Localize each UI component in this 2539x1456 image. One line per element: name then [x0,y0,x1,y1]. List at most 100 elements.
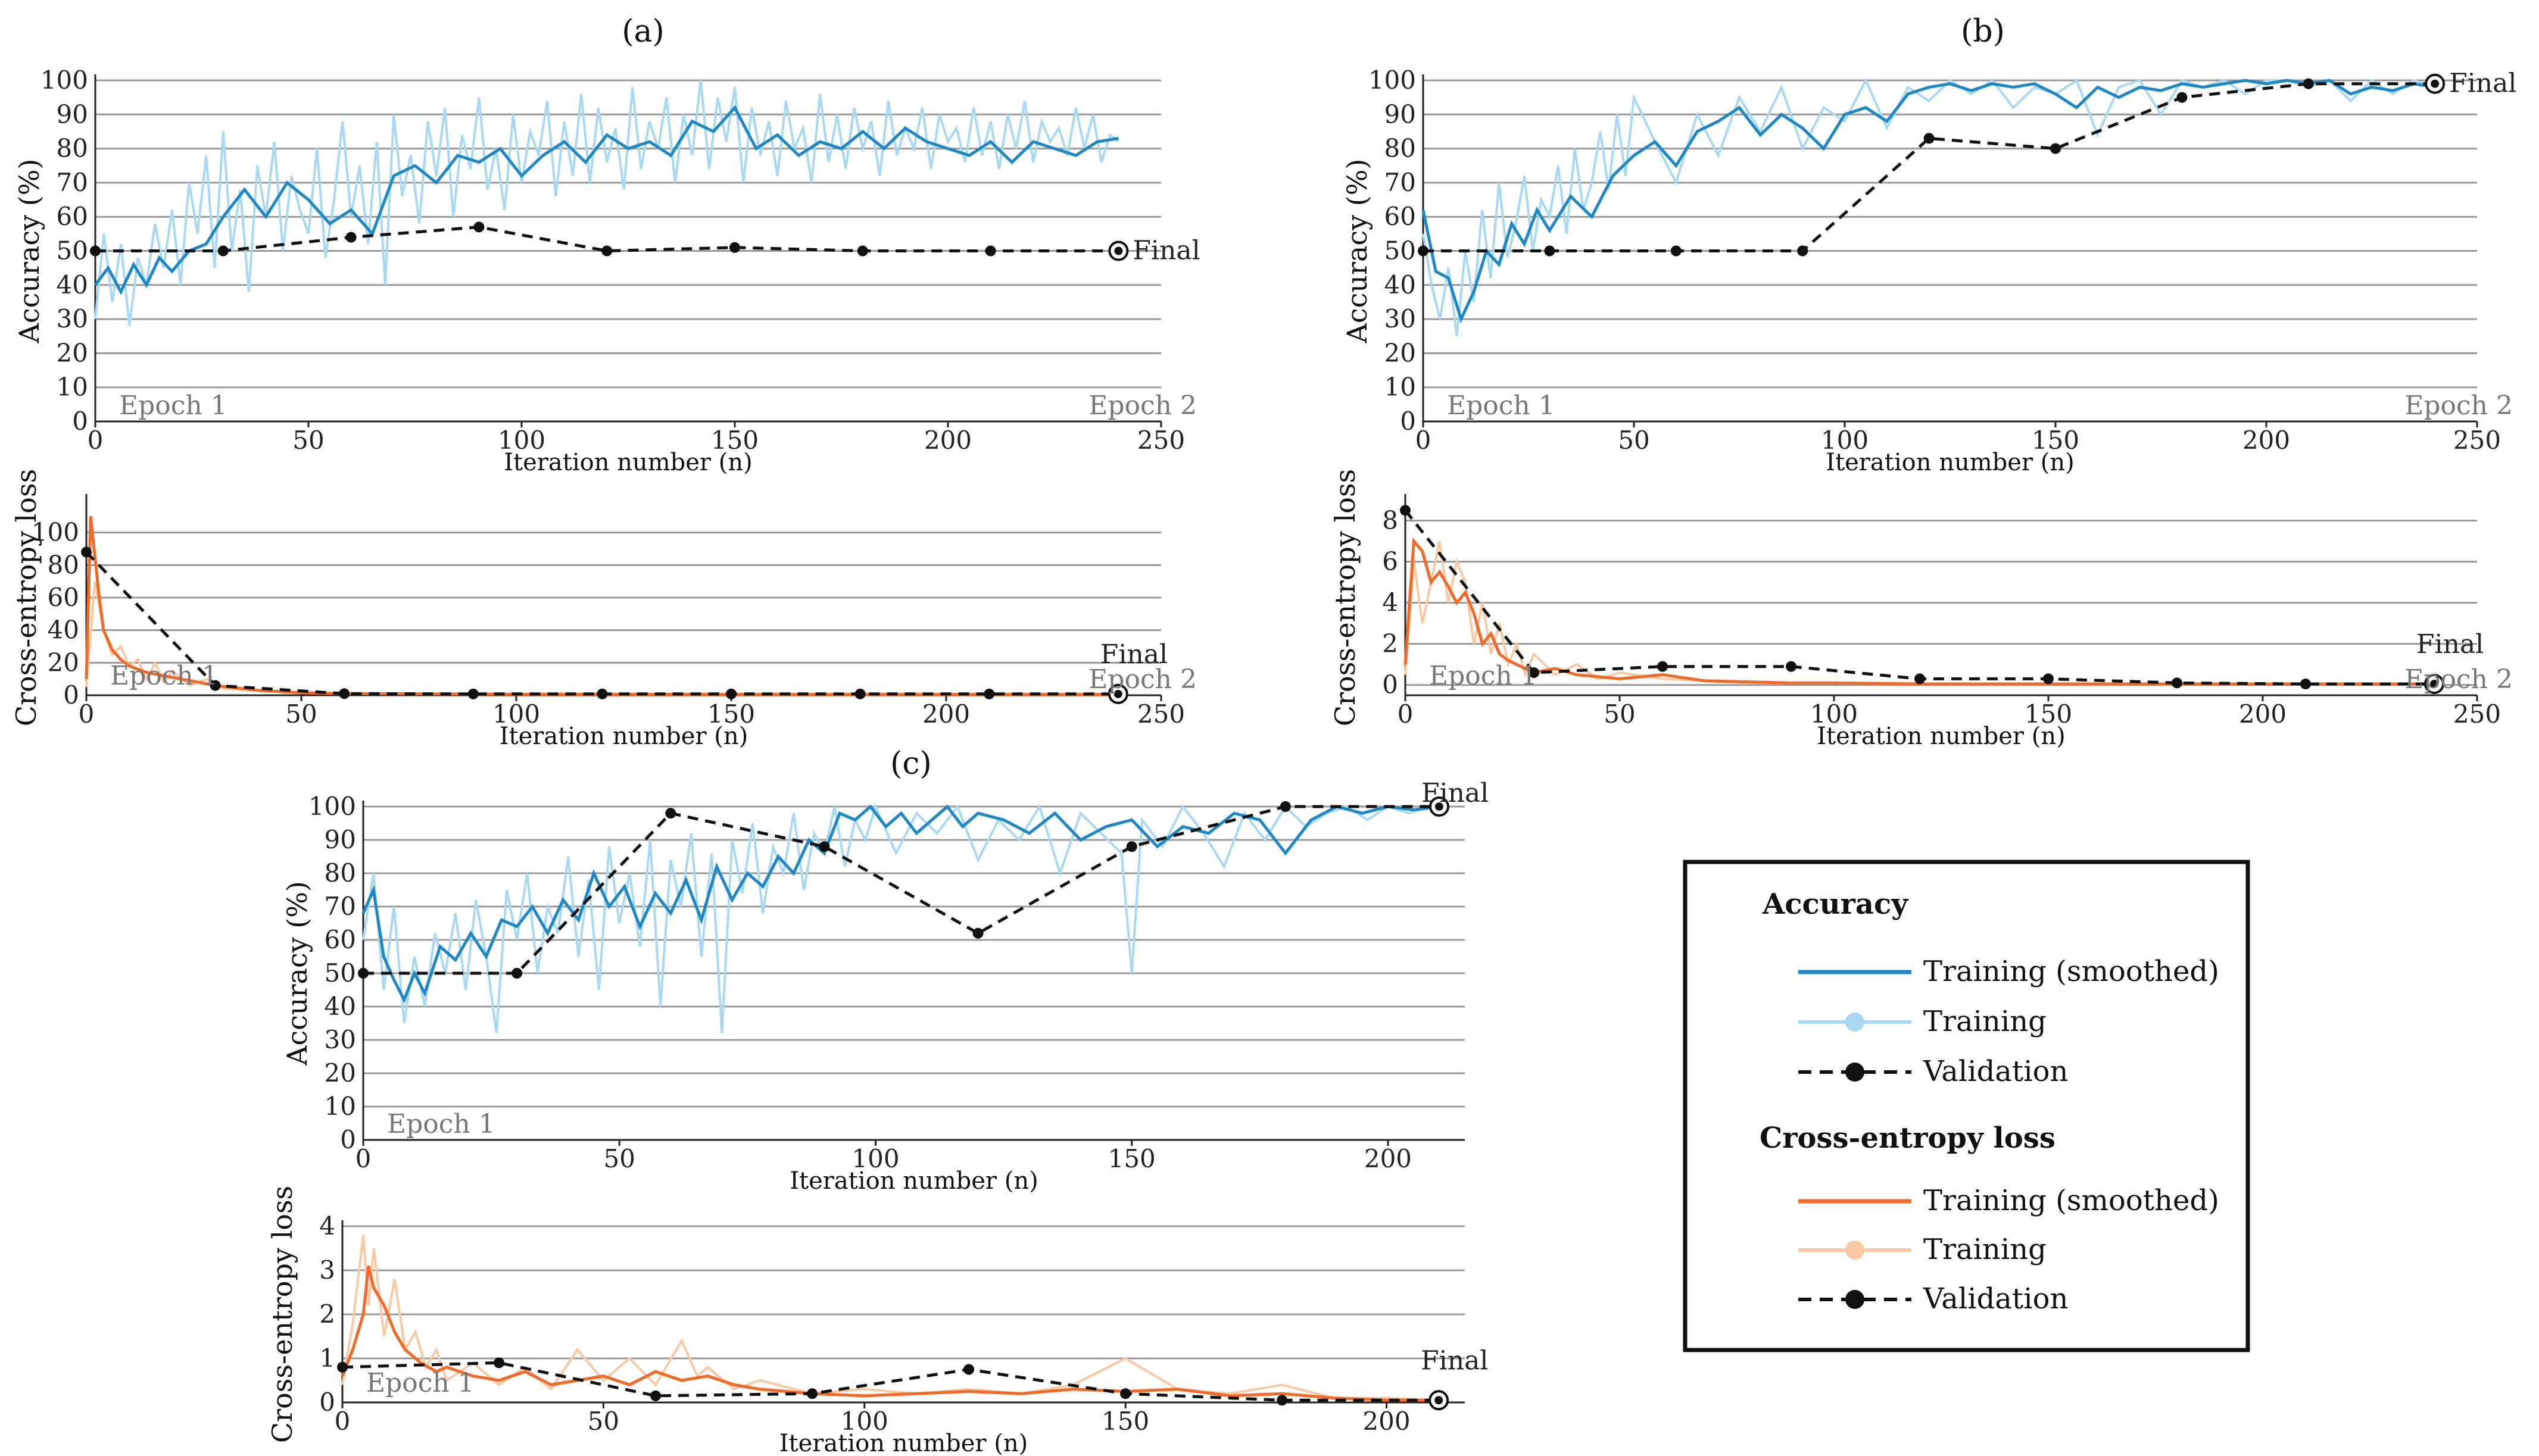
b-accuracy-validation-point [1544,246,1555,257]
a-loss-ytick-label: 40 [48,615,79,645]
c-accuracy-ytick-label: 0 [340,1125,356,1154]
a-accuracy-xtick-label: 50 [292,426,324,455]
a-loss-training-smoothed-line [86,516,1118,694]
a-accuracy-validation-point [90,246,101,257]
c-accuracy-xtick-label: 50 [604,1144,635,1173]
c-loss-ytick-label: 2 [319,1299,335,1329]
a-loss-validation-point [726,689,737,699]
b-accuracy-chart: 0 10 20 30 40 50 60 70 80 90 100 0 50 100 150 200 250 Ite… [1341,65,2516,476]
a-accuracy-final-label: Final [1133,236,1200,266]
c-accuracy-ytick-label: 80 [325,858,356,888]
b-loss-ytick-label: 4 [1382,588,1398,617]
panel-label-b: (b) [1961,14,2005,49]
a-loss-ytick-label: 20 [48,648,79,677]
a-accuracy-ytick-label: 10 [57,373,88,402]
c-accuracy-validation-point [1127,841,1137,852]
b-accuracy-epoch-start-label: Epoch 1 [1447,390,1555,421]
a-loss-xtick-label: 200 [922,699,970,729]
a-accuracy-training-smoothed-line [95,108,1118,292]
a-loss-validation-line [86,552,1118,694]
a-accuracy-xtick-label: 250 [1137,426,1185,455]
c-accuracy-xtick-label: 0 [355,1144,372,1173]
a-accuracy-final-marker [1114,247,1122,255]
a-loss-xtick-label: 250 [1137,699,1185,729]
c-loss-xlabel: Iteration number (n) [779,1430,1028,1456]
b-loss-final-label: Final [2416,629,2484,660]
a-accuracy-ytick-label: 100 [40,65,88,95]
b-loss-chart: 024680 50 100 150 200 250Iteration number (n)… [1329,469,2513,750]
legend-acc-raw-label: Training [1923,1005,2047,1038]
legend-loss-val-marker [1845,1290,1864,1309]
a-accuracy-xlabel: Iteration number (n) [504,449,752,476]
c-loss-xtick-label: 0 [335,1407,351,1436]
legend-acc-val-marker [1845,1063,1864,1082]
a-accuracy-validation-point [729,242,740,253]
c-loss-ytick-label: 0 [319,1388,335,1417]
b-accuracy-xtick-label: 0 [1415,426,1431,455]
b-accuracy-final-marker [2431,80,2439,88]
b-loss-validation-point [2172,677,2182,688]
b-loss-validation-point [1914,673,1925,684]
b-accuracy-final-label: Final [2449,68,2516,99]
b-accuracy-xtick-label: 250 [2453,426,2501,455]
a-accuracy-ytick-label: 80 [57,134,88,163]
a-loss-ytick-label: 80 [48,550,79,579]
c-loss-ytick-label: 3 [319,1255,335,1285]
figure-canvas: (a) (b) (c) 01020304050607080901000 50 100… [0,0,2539,1456]
a-accuracy-validation-point [346,232,357,243]
c-loss-final-marker [1434,1396,1443,1404]
b-loss-xtick-label: 0 [1398,699,1414,729]
b-accuracy-validation-point [1924,133,1935,143]
b-accuracy-ytick-label: 20 [1384,338,1416,367]
b-loss-xtick-label: 200 [2239,699,2287,729]
a-loss-validation-point [81,546,92,557]
c-accuracy-validation-point [819,841,829,852]
b-accuracy-training-smoothed-line [1423,80,2435,319]
c-accuracy-validation-point [358,968,369,979]
c-accuracy-training-smoothed-line [363,807,1439,1000]
c-loss-xtick-label: 200 [1362,1407,1410,1436]
c-loss-validation-point [494,1357,504,1368]
b-accuracy-ytick-label: 80 [1384,134,1416,163]
c-accuracy-chart: 01020304050607080901000 50 100 150 200Iterat… [281,778,1489,1195]
a-accuracy-ytick-label: 30 [57,304,88,333]
a-accuracy-xtick-label: 200 [924,426,972,455]
b-accuracy-ytick-label: 50 [1384,236,1416,265]
b-accuracy-validation-line [1423,84,2435,251]
a-loss-validation-point [984,689,994,699]
c-loss-validation-point [1277,1395,1287,1405]
b-accuracy-validation-point [2303,79,2314,89]
a-accuracy-xtick-label: 0 [88,426,104,455]
b-accuracy-validation-point [2050,143,2061,154]
a-loss-validation-point [597,689,607,699]
a-loss-validation-point [855,689,866,699]
b-accuracy-training-raw-line [1423,80,2435,336]
c-loss-validation-point [650,1391,661,1401]
b-loss-ytick-label: 2 [1382,629,1398,658]
legend-loss-val-label: Validation [1923,1282,2068,1316]
c-accuracy-ytick-label: 100 [308,792,356,821]
a-loss-ytick-label: 0 [63,680,79,710]
c-loss-epoch-start-label: Epoch 1 [366,1368,475,1398]
legend-loss-title: Cross-entropy loss [1760,1121,2055,1155]
a-accuracy-ytick-label: 0 [72,407,88,436]
b-loss-ytick-label: 0 [1382,670,1398,699]
c-loss-training-raw-line [342,1235,1439,1401]
b-loss-validation-point [1400,505,1411,515]
legend-box [1685,862,2248,1350]
legend-accuracy-title: Accuracy [1762,888,1909,921]
a-accuracy-ytick-label: 20 [57,338,88,367]
c-accuracy-ytick-label: 20 [325,1058,356,1088]
b-accuracy-ytick-label: 0 [1400,407,1416,436]
b-loss-epoch-start-label: Epoch 1 [1429,661,1537,691]
legend-acc-smoothed-label: Training (smoothed) [1923,955,2219,988]
a-accuracy-validation-point [985,246,996,257]
b-loss-xtick-label: 250 [2453,699,2501,729]
a-loss-chart: 0204060801000 50 100 150 200 250Iteration num… [10,469,1197,750]
c-accuracy-ytick-label: 30 [325,1025,356,1054]
a-accuracy-ytick-label: 40 [57,270,88,299]
legend-acc-raw-marker [1845,1013,1864,1032]
c-loss-validation-point [337,1362,348,1373]
b-loss-xtick-label: 50 [1604,699,1635,729]
c-accuracy-validation-point [511,968,522,979]
